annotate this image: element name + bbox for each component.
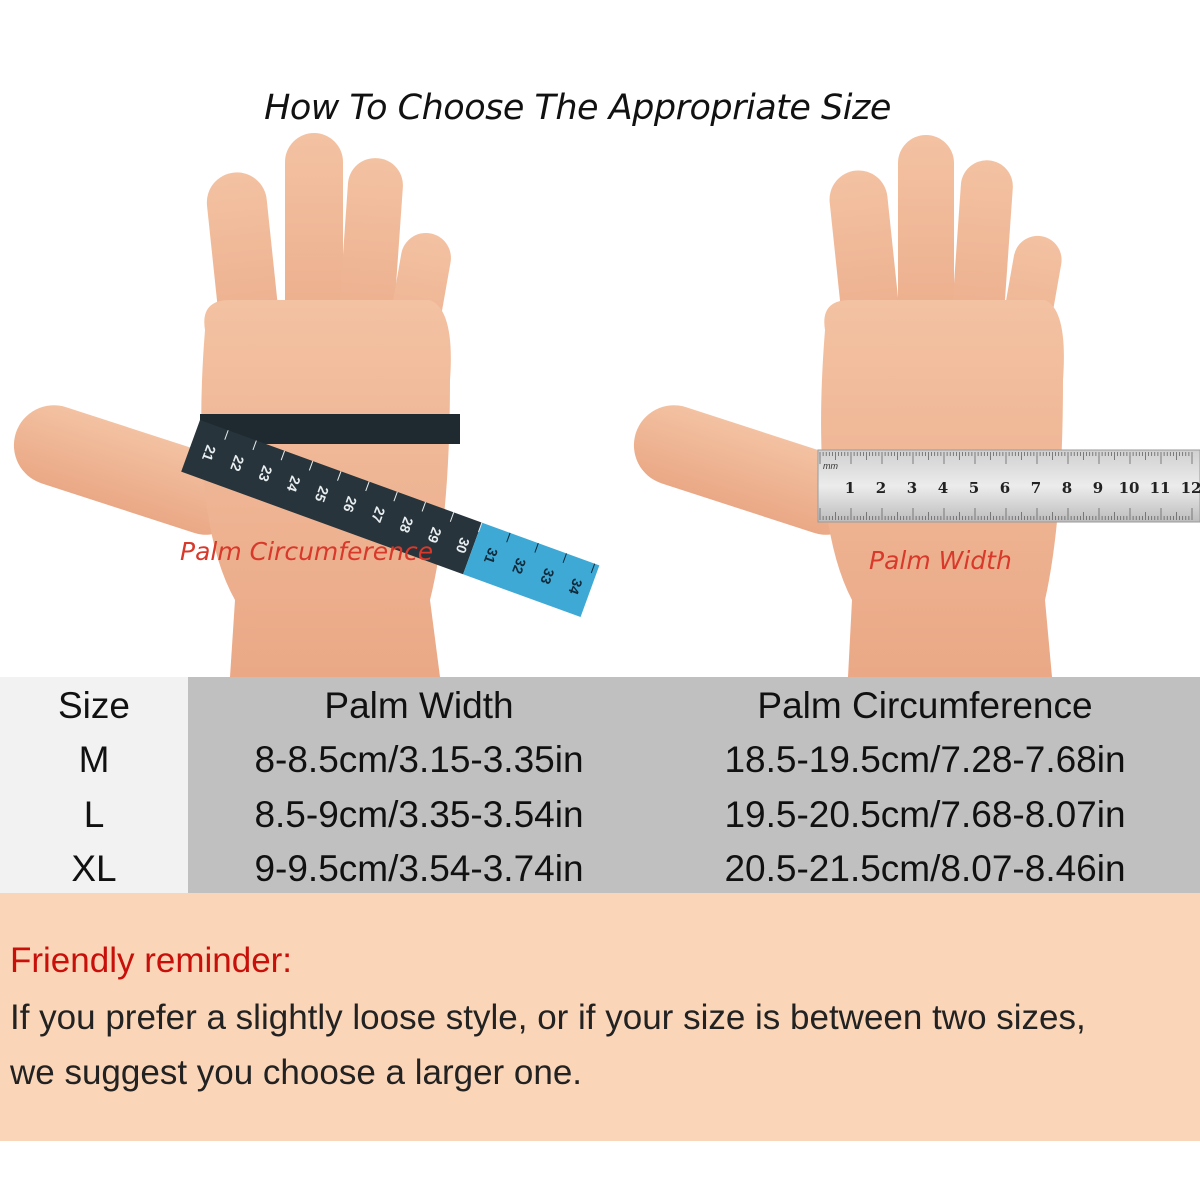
ruler-number: 11 — [1150, 479, 1171, 497]
reminder-line-2: we suggest you choose a larger one. — [10, 1053, 583, 1092]
tape-tick — [365, 481, 370, 492]
row-m-circumference: 18.5-19.5cm/7.28-7.68in — [724, 739, 1126, 780]
ruler-number: 10 — [1119, 479, 1140, 497]
tape-tick — [590, 563, 596, 574]
row-xl-width: 9-9.5cm/3.54-3.74in — [254, 848, 584, 889]
ruler-unit: mm — [823, 461, 838, 471]
tape-number: 22 — [227, 453, 247, 473]
tape-tick — [393, 491, 398, 502]
ruler-number: 9 — [1093, 479, 1103, 497]
tape-number: 30 — [453, 535, 473, 555]
row-m-size: M — [78, 739, 110, 780]
page-title: How To Choose The Appropriate Size — [264, 88, 891, 128]
tape-tick — [252, 440, 257, 451]
tape-tick — [478, 522, 483, 533]
row-m-width: 8-8.5cm/3.15-3.35in — [254, 739, 584, 780]
row-l-width: 8.5-9cm/3.35-3.54in — [254, 794, 584, 835]
tape-number: 28 — [396, 515, 416, 535]
ruler-number: 3 — [907, 479, 917, 497]
ruler-number: 7 — [1031, 479, 1041, 497]
tape-number: 29 — [424, 525, 444, 545]
tape-tick — [224, 430, 229, 440]
steel-ruler: mm 1 2 3 4 5 6 7 8 9 10 11 12 — [817, 449, 1200, 523]
row-l-size: L — [83, 794, 105, 835]
row-l-circumference: 19.5-20.5cm/7.68-8.07in — [724, 794, 1126, 835]
tape-tick — [534, 542, 539, 553]
header-palm-circumference: Palm Circumference — [757, 685, 1093, 726]
reminder-line-1: If you prefer a slightly loose style, or… — [10, 998, 1086, 1037]
tape-tick — [562, 553, 567, 563]
tape-number: 23 — [255, 464, 275, 484]
tape-number: 26 — [340, 494, 360, 514]
tape-tick — [280, 450, 286, 461]
header-palm-width: Palm Width — [324, 685, 514, 726]
reminder-title: Friendly reminder: — [10, 941, 293, 980]
header-size: Size — [58, 685, 130, 726]
ruler-number: 8 — [1062, 479, 1072, 497]
tape-number: 34 — [565, 576, 585, 596]
tape-number: 32 — [509, 556, 529, 576]
ruler-number: 12 — [1181, 479, 1200, 497]
ruler-number: 6 — [1000, 479, 1010, 497]
ruler-number: 1 — [845, 479, 855, 497]
tape-number: 33 — [537, 566, 557, 586]
tape-number: 21 — [199, 443, 219, 463]
tape-tick — [449, 512, 455, 522]
palm-circumference-label: Palm Circumference — [180, 537, 434, 566]
tape-tick — [421, 501, 426, 512]
row-xl-size: XL — [71, 848, 117, 889]
tape-tick — [337, 471, 342, 481]
tape-number: 31 — [481, 546, 501, 566]
tape-number: 25 — [312, 484, 332, 504]
ruler-number: 2 — [876, 479, 886, 497]
tape-tick — [506, 532, 511, 543]
tape-tick — [308, 460, 314, 471]
tape-number: 27 — [368, 505, 388, 525]
measuring-tape: 21 22 23 24 25 26 27 28 29 30 31 32 33 34 — [181, 414, 600, 618]
size-column-bg — [0, 677, 188, 893]
tape-number: 24 — [284, 474, 304, 494]
reminder-box: Friendly reminder: If you prefer a sligh… — [0, 893, 1200, 1141]
size-table: Size Palm Width Palm Circumference M 8-8… — [0, 677, 1200, 893]
ruler-number: 4 — [938, 479, 948, 497]
ruler-number: 5 — [969, 479, 979, 497]
row-xl-circumference: 20.5-21.5cm/8.07-8.46in — [724, 848, 1126, 889]
right-hand — [633, 135, 1064, 677]
left-hand — [13, 133, 451, 677]
palm-width-label: Palm Width — [869, 546, 1012, 575]
